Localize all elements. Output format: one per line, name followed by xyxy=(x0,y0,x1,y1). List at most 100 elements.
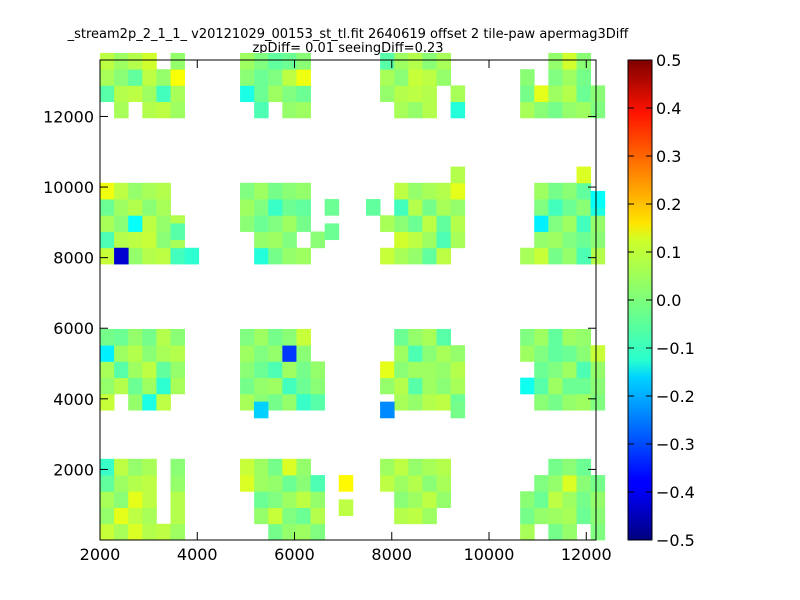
heatmap-cell xyxy=(268,361,283,379)
heatmap-cell xyxy=(590,215,606,232)
heatmap-cell xyxy=(128,377,143,395)
heatmap-cell xyxy=(100,328,115,346)
heatmap-cell xyxy=(114,69,129,86)
heatmap-cell xyxy=(282,231,297,249)
heatmap-cell xyxy=(254,345,269,362)
heatmap-cell xyxy=(170,101,186,119)
heatmap-cell xyxy=(100,215,115,232)
heatmap-cell xyxy=(394,182,409,200)
heatmap-cell xyxy=(100,345,115,362)
heatmap-cell xyxy=(408,377,423,395)
heatmap-cell xyxy=(520,101,535,119)
heatmap-cell xyxy=(380,475,395,492)
heatmap-cell xyxy=(296,345,311,362)
heatmap-cell xyxy=(436,393,451,411)
heatmap-cell xyxy=(170,328,186,346)
heatmap-cell xyxy=(520,328,535,346)
heatmap-cell xyxy=(268,475,283,492)
heatmap-cell xyxy=(128,328,143,346)
heatmap-cell xyxy=(114,475,129,492)
heatmap-cell xyxy=(296,52,311,70)
heatmap-cell xyxy=(408,215,423,232)
heatmap-cell xyxy=(436,491,451,508)
heatmap-cell xyxy=(128,247,143,265)
heatmap-cell xyxy=(548,491,563,508)
heatmap-cell xyxy=(296,393,311,411)
heatmap-cell xyxy=(100,475,115,492)
heatmap-cell xyxy=(534,182,549,200)
plot-area: 2000 4000 6000 8000 10000 12000 2000 4000 6000 8… xyxy=(43,52,612,564)
heatmap-cell xyxy=(520,85,535,103)
heatmap-cell xyxy=(282,182,297,200)
chart-title: _stream2p_2_1_1_ v20121029_00153_st_tl.f… xyxy=(67,27,630,42)
heatmap-cell xyxy=(254,328,269,346)
heatmap-cell xyxy=(128,231,143,249)
heatmap-cell xyxy=(282,85,297,103)
heatmap-cell xyxy=(534,491,549,508)
heatmap-cell xyxy=(548,377,563,395)
heatmap-cell xyxy=(296,215,311,232)
colorbar-tick-label: 0.4 xyxy=(656,99,681,118)
heatmap-cell xyxy=(394,475,409,492)
heatmap-cell xyxy=(142,491,157,508)
heatmap-cell xyxy=(394,345,409,362)
heatmap-cell xyxy=(436,475,451,492)
heatmap-cell xyxy=(282,328,297,346)
heatmap-cell xyxy=(156,215,171,232)
heatmap-cell xyxy=(590,190,606,208)
heatmap-cell xyxy=(254,85,269,103)
heatmap-cell xyxy=(310,523,326,541)
heatmap-cell xyxy=(282,491,297,508)
heatmap-cell xyxy=(254,491,269,508)
heatmap-cell xyxy=(394,247,409,265)
heatmap-cell xyxy=(450,401,466,419)
colorbar-tick-label: 0.5 xyxy=(656,51,681,70)
heatmap-cell xyxy=(128,507,143,525)
heatmap-cell xyxy=(114,52,129,70)
heatmap-cell xyxy=(520,491,535,508)
colorbar-tick-label: −0.2 xyxy=(656,387,695,406)
heatmap-cell xyxy=(170,458,186,476)
heatmap-cell xyxy=(240,361,255,379)
heatmap-cell xyxy=(296,247,311,265)
heatmap-cell xyxy=(142,247,157,265)
colorbar-tick-label: −0.4 xyxy=(656,483,695,502)
colorbar-tick-label: −0.1 xyxy=(656,339,695,358)
heatmap-cell xyxy=(576,491,592,508)
heatmap-cell xyxy=(520,377,535,395)
heatmap-cell xyxy=(394,85,409,103)
heatmap-cell xyxy=(380,401,395,419)
x-tick-label: 12000 xyxy=(561,545,612,564)
heatmap-cell xyxy=(142,377,157,395)
heatmap-cell xyxy=(408,328,423,346)
heatmap-cell xyxy=(548,101,563,119)
heatmap-cell xyxy=(562,101,577,119)
heatmap-cell xyxy=(114,85,129,103)
heatmap-cell xyxy=(408,458,423,476)
heatmap-cell xyxy=(114,377,129,395)
heatmap-cell xyxy=(282,52,297,70)
heatmap-cell xyxy=(436,231,451,249)
heatmap-cell xyxy=(128,69,143,86)
heatmap-cell xyxy=(534,101,549,119)
heatmap-cell xyxy=(590,231,606,249)
heatmap-cell xyxy=(170,523,186,541)
heatmap-cell xyxy=(450,166,466,184)
colorbar-tick-label: −0.3 xyxy=(656,435,695,454)
heatmap-cell xyxy=(450,361,466,379)
heatmap-cell xyxy=(576,377,592,395)
heatmap-cell xyxy=(436,377,451,395)
heatmap-cell xyxy=(450,231,466,249)
heatmap-cell xyxy=(296,491,311,508)
heatmap-cell xyxy=(156,377,171,395)
heatmap-cell xyxy=(590,475,606,492)
heatmap-cell xyxy=(296,199,311,216)
heatmap-cell xyxy=(520,69,535,86)
heatmap-cell xyxy=(310,475,326,492)
heatmap-cell xyxy=(156,231,171,249)
heatmap-cell xyxy=(100,69,115,86)
heatmap-cell xyxy=(534,215,549,232)
heatmap-cell xyxy=(310,491,326,508)
heatmap-cell xyxy=(394,215,409,232)
heatmap-cell xyxy=(254,507,269,525)
